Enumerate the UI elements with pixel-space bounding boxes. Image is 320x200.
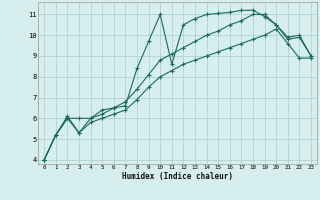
X-axis label: Humidex (Indice chaleur): Humidex (Indice chaleur) — [122, 172, 233, 181]
